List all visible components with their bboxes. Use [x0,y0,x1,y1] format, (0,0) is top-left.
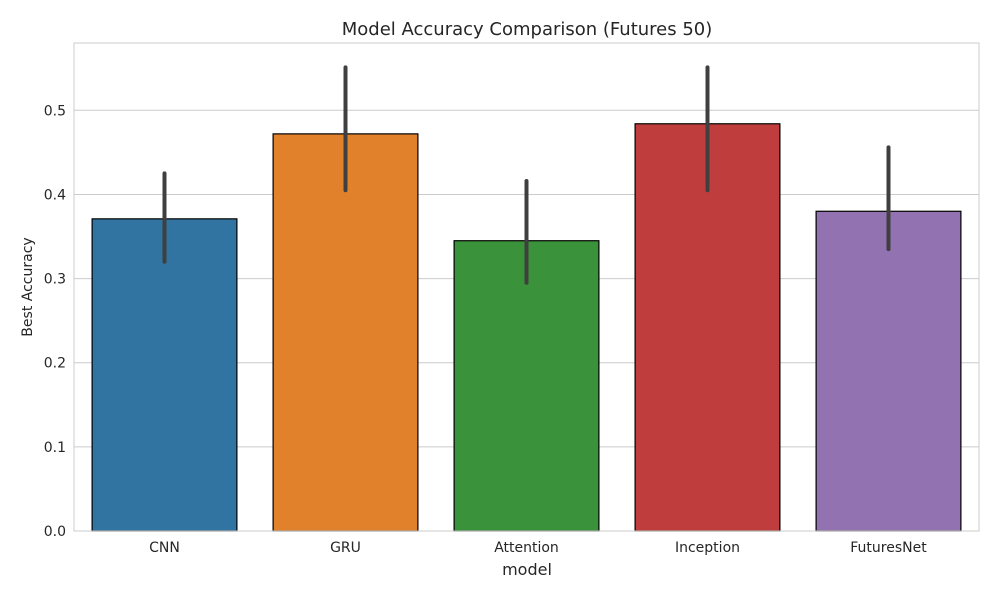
x-tick-label: Inception [675,540,740,556]
y-axis-label: Best Accuracy [20,237,36,336]
y-ticks: 0.0 0.1 0.2 0.3 0.4 0.5 [44,103,66,540]
x-tick-label: CNN [149,540,180,556]
y-tick-label: 0.5 [44,103,66,119]
x-tick-label: Attention [494,540,559,556]
y-tick-label: 0.0 [44,524,66,540]
bar-cnn [91,218,238,532]
y-tick-label: 0.2 [44,356,66,372]
x-ticks: CNN GRU Attention Inception FuturesNet [149,540,927,556]
bar-futuresnet [815,210,962,532]
error-bars [162,65,891,285]
plot-frame [73,42,980,532]
chart-title: Model Accuracy Comparison (Futures 50) [342,19,713,40]
x-axis-label: model [502,560,552,579]
bar-gru [272,133,419,532]
x-tick-label: FuturesNet [850,540,927,556]
y-tick-label: 0.1 [44,440,66,456]
x-tick-label: GRU [330,540,361,556]
y-tick-label: 0.4 [44,187,66,203]
y-tick-label: 0.3 [44,272,66,288]
